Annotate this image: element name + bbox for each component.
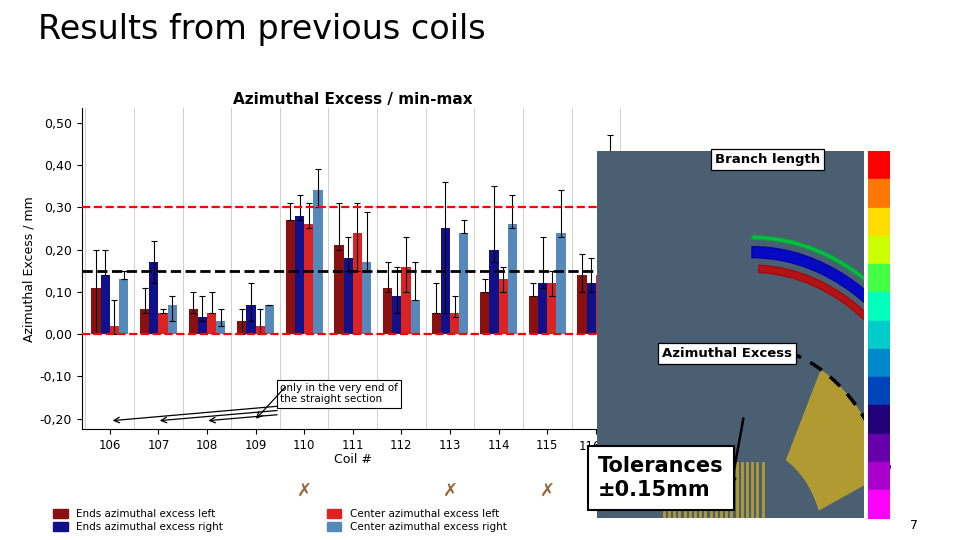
- X-axis label: Coil #: Coil #: [334, 454, 372, 467]
- Bar: [529, 296, 538, 334]
- Bar: [490, 249, 498, 334]
- Bar: [605, 220, 614, 334]
- Bar: [344, 258, 352, 334]
- Text: -0.08: -0.08: [890, 359, 911, 368]
- Text: Branch length: Branch length: [715, 153, 821, 166]
- Text: 7: 7: [910, 519, 918, 532]
- Bar: [286, 220, 295, 334]
- Text: -0.17: -0.17: [890, 471, 911, 481]
- Bar: [498, 279, 508, 334]
- Text: only in the very end of
the straight section: only in the very end of the straight sec…: [280, 383, 397, 404]
- Text: Azimuthal Excess: Azimuthal Excess: [662, 347, 792, 360]
- Text: 0.30: 0.30: [890, 217, 908, 226]
- Wedge shape: [752, 235, 960, 432]
- Text: Results from previous coils: Results from previous coils: [38, 14, 486, 46]
- Bar: [441, 228, 450, 334]
- Text: 0.10: 0.10: [890, 246, 908, 254]
- Bar: [247, 305, 255, 334]
- Bar: [91, 288, 101, 334]
- Text: -0.15: -0.15: [890, 443, 911, 453]
- Bar: [304, 224, 313, 334]
- Bar: [480, 292, 490, 334]
- Bar: [401, 267, 411, 334]
- Text: ✗: ✗: [540, 482, 555, 500]
- Y-axis label: Azimuthal Excess / mm: Azimuthal Excess / mm: [22, 196, 36, 341]
- Text: 0.50: 0.50: [890, 161, 908, 170]
- Text: 0.40: 0.40: [890, 189, 908, 198]
- Bar: [557, 233, 565, 334]
- Text: -0.13: -0.13: [890, 415, 911, 424]
- Text: -0.20: -0.20: [890, 500, 911, 509]
- Bar: [547, 284, 557, 334]
- Text: ✗: ✗: [588, 482, 604, 500]
- Bar: [158, 313, 168, 334]
- Bar: [149, 262, 158, 334]
- Bar: [188, 309, 198, 334]
- Text: Tolerances
±0.15mm: Tolerances ±0.15mm: [598, 456, 724, 500]
- Bar: [237, 321, 247, 334]
- Bar: [216, 321, 226, 334]
- Bar: [198, 318, 207, 334]
- Bar: [101, 275, 109, 334]
- Wedge shape: [752, 247, 955, 439]
- Bar: [140, 309, 149, 334]
- Bar: [265, 305, 274, 334]
- Bar: [255, 326, 265, 334]
- Text: ✗: ✗: [297, 482, 312, 500]
- Bar: [109, 326, 119, 334]
- Bar: [362, 262, 372, 334]
- Bar: [313, 191, 323, 334]
- Bar: [119, 279, 129, 334]
- Bar: [596, 275, 605, 334]
- Bar: [508, 224, 517, 334]
- Bar: [432, 313, 441, 334]
- Text: ✗: ✗: [443, 482, 458, 500]
- Legend: Ends azimuthal excess left, Ends azimuthal excess right: Ends azimuthal excess left, Ends azimuth…: [53, 509, 223, 532]
- Text: -0.10: -0.10: [890, 387, 911, 396]
- Bar: [168, 305, 177, 334]
- Bar: [295, 216, 304, 334]
- Legend: Center azimuthal excess left, Center azimuthal excess right: Center azimuthal excess left, Center azi…: [326, 509, 507, 532]
- Bar: [577, 275, 587, 334]
- Text: -0.03: -0.03: [890, 302, 911, 311]
- Bar: [334, 245, 344, 334]
- Bar: [393, 296, 401, 334]
- Text: 0.00: 0.00: [890, 274, 908, 283]
- Bar: [352, 233, 362, 334]
- Bar: [411, 300, 420, 334]
- Bar: [538, 284, 547, 334]
- Wedge shape: [759, 265, 940, 436]
- Bar: [207, 313, 216, 334]
- Title: Azimuthal Excess / min-max: Azimuthal Excess / min-max: [233, 92, 472, 107]
- Bar: [450, 313, 459, 334]
- Text: -0.05: -0.05: [890, 330, 911, 339]
- Wedge shape: [785, 369, 888, 511]
- Bar: [587, 284, 596, 334]
- Bar: [459, 233, 468, 334]
- Text: 0.15mm Goal: 0.15mm Goal: [626, 266, 701, 276]
- Bar: [383, 288, 393, 334]
